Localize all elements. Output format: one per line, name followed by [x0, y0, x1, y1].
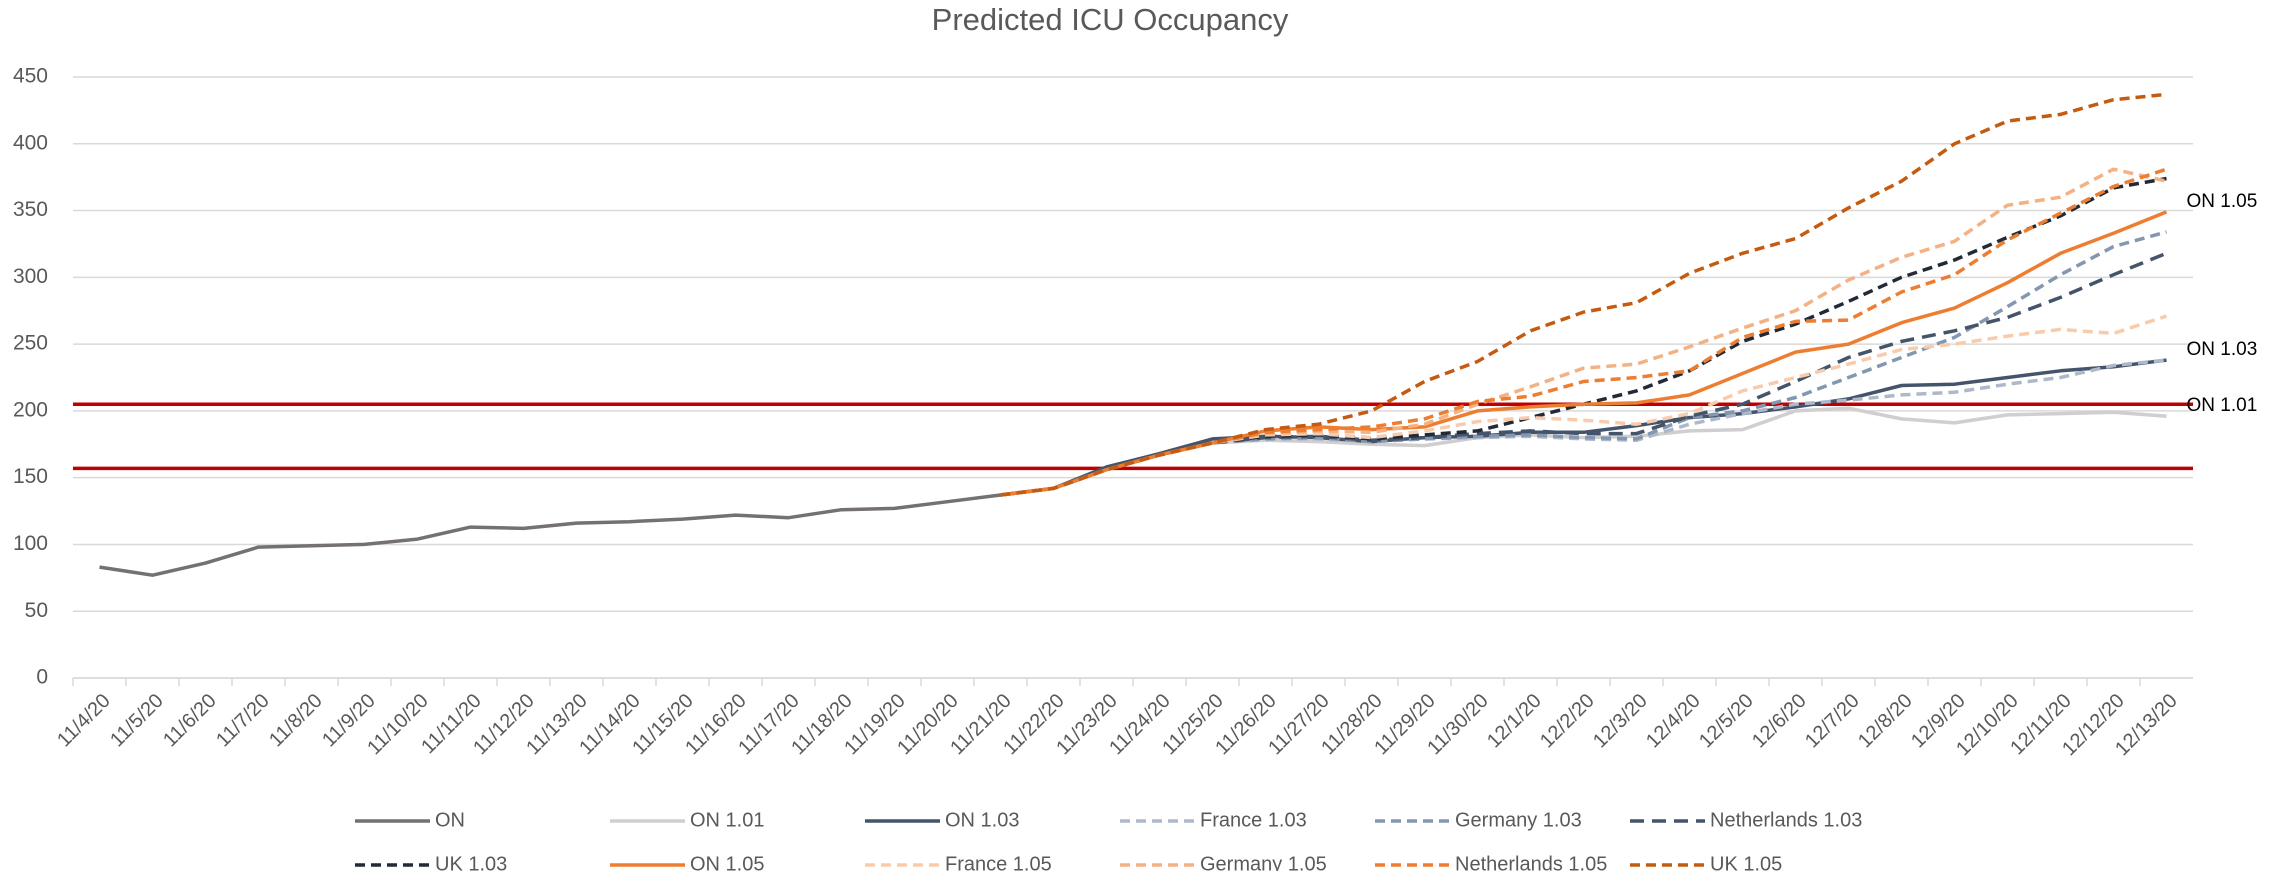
series-line [1000, 230, 2167, 497]
x-tick-label: 12/8/20 [1854, 690, 1917, 753]
x-tick-label: 12/2/20 [1536, 690, 1599, 753]
series-line [99, 493, 1001, 577]
x-tick-label: 12/3/20 [1589, 690, 1652, 753]
y-tick-label: 400 [13, 131, 48, 154]
y-tick-label: 450 [13, 65, 48, 88]
chart-title: Predicted ICU Occupancy [932, 2, 1289, 37]
x-tick-label: 11/4/20 [53, 690, 115, 752]
x-tick-label: 12/6/20 [1748, 690, 1811, 753]
legend-label: Germany 1.05 [1200, 853, 1327, 871]
annotation: ON 1.01 [2187, 395, 2258, 416]
y-tick-label: 350 [13, 198, 48, 221]
legend-label: ON 1.01 [690, 809, 764, 831]
y-tick-label: 300 [13, 265, 48, 288]
x-tick-label: 12/4/20 [1642, 690, 1705, 753]
y-tick-label: 200 [13, 398, 48, 421]
legend-label: UK 1.05 [1710, 853, 1782, 871]
y-tick-label: 150 [13, 465, 48, 488]
legend-label: ON 1.05 [690, 853, 764, 871]
y-tick-label: 100 [13, 532, 48, 555]
series-line [1000, 92, 2167, 497]
legend-label: ON [435, 809, 465, 831]
legend-label: Netherlands 1.03 [1710, 809, 1862, 831]
y-tick-label: 250 [13, 332, 48, 355]
legend-label: ON 1.03 [945, 809, 1019, 831]
x-tick-label: 11/6/20 [159, 690, 221, 752]
annotation: ON 1.05 [2187, 191, 2258, 212]
x-tick-label: 11/8/20 [265, 690, 327, 752]
x-tick-label: 12/5/20 [1695, 690, 1758, 753]
legend-label: UK 1.03 [435, 853, 507, 871]
y-tick-label: 0 [36, 666, 48, 689]
x-tick-label: 12/7/20 [1801, 690, 1864, 753]
x-tick-label: 12/1/20 [1483, 690, 1546, 753]
y-tick-label: 50 [25, 599, 48, 622]
series-line [1000, 167, 2168, 497]
annotation: ON 1.03 [2187, 339, 2258, 360]
legend-label: France 1.03 [1200, 809, 1307, 831]
x-tick-label: 11/5/20 [106, 690, 168, 752]
legend-label: Netherlands 1.05 [1455, 853, 1607, 871]
legend-label: Germany 1.03 [1455, 809, 1582, 831]
series-line [1000, 167, 2167, 497]
series-line [1000, 358, 2167, 497]
legend-label: France 1.05 [945, 853, 1052, 871]
x-tick-label: 11/7/20 [212, 690, 274, 752]
